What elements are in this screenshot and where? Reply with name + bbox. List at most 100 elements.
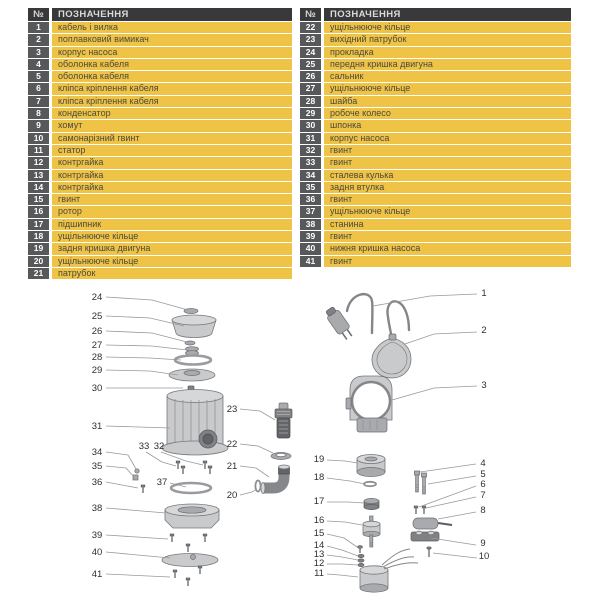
column-header-designation: ПОЗНАЧЕННЯ (324, 8, 571, 21)
table-row: 1 кабель і вилка (28, 22, 292, 34)
table-row: 24 прокладка (300, 46, 571, 58)
callout-4: 4 (419, 458, 486, 473)
o-ring-18 (363, 480, 377, 488)
part-name-cell: контргайка (52, 157, 292, 169)
part-number-cell: 13 (28, 169, 49, 181)
screw-36 (140, 484, 146, 494)
callout-leader-line (105, 481, 139, 489)
callout-17: 17 (314, 496, 365, 507)
part-number-cell: 34 (300, 169, 321, 181)
part-name-cell: станина (324, 218, 571, 231)
callout-leader-line (239, 488, 258, 496)
callout-leader-line (105, 451, 137, 470)
screws-39 (169, 533, 208, 553)
callout-leader-line (105, 425, 171, 429)
callout-number: 34 (92, 447, 103, 458)
impeller-29 (168, 368, 216, 382)
part-number-cell: 10 (28, 132, 49, 144)
screw-15 (357, 545, 363, 553)
callout-number: 19 (314, 454, 325, 465)
callout-number: 11 (314, 568, 324, 579)
callout-leader-line (326, 459, 359, 464)
callout-5: 5 (427, 469, 486, 485)
callout-leader-line (239, 465, 270, 478)
float-switch-2 (371, 333, 412, 379)
table-row: 5 оболонка кабеля (28, 71, 292, 83)
part-number-cell: 6 (28, 83, 49, 95)
part-number-cell: 5 (28, 71, 49, 83)
o-ring-20 (254, 479, 262, 493)
part-number-cell: 31 (300, 132, 321, 144)
table-row: 4 оболонка кабеля (28, 58, 292, 71)
bearing-17 (363, 498, 380, 510)
part-number-cell: 25 (300, 58, 321, 71)
callout-number: 25 (92, 311, 103, 322)
part-name-cell: ущільнююче кільце (324, 83, 571, 95)
callout-number: 23 (227, 404, 238, 415)
table-body-right: 22 ущільнююче кільце 23 вихідний патрубок 24… (300, 22, 571, 267)
callout-number: 14 (314, 540, 325, 551)
table-header: № ПОЗНАЧЕННЯ (28, 8, 292, 21)
part-number-cell: 35 (300, 181, 321, 194)
part-number-cell: 11 (28, 144, 49, 157)
callout-35: 35 (92, 461, 135, 478)
part-number-cell: 39 (300, 231, 321, 243)
part-name-cell: корпус насоса (324, 132, 571, 144)
callout-number: 13 (314, 549, 325, 560)
part-name-cell: ущільнююче кільце (52, 231, 292, 243)
callout-leader-line (427, 475, 477, 485)
callout-19: 19 (314, 454, 359, 465)
callout-leader-line (105, 507, 167, 514)
callout-number: 10 (479, 551, 490, 562)
callout-21: 21 (227, 461, 270, 478)
callout-leader-line (105, 344, 188, 351)
callout-13: 13 (314, 549, 359, 561)
pump-housing-31 (161, 389, 229, 456)
callout-6: 6 (418, 479, 486, 508)
callout-leader-line (432, 552, 478, 559)
part-number-cell: 40 (300, 243, 321, 255)
screw-10 (426, 546, 432, 557)
part-number-cell: 41 (300, 255, 321, 267)
callout-leader-line (105, 330, 188, 343)
table-header: № ПОЗНАЧЕННЯ (300, 8, 571, 21)
part-number-cell: 1 (28, 22, 49, 34)
table-row: 34 сталева кулька (300, 169, 571, 181)
callout-number: 40 (92, 547, 103, 558)
callout-number: 21 (227, 461, 238, 472)
part-number-cell: 24 (300, 46, 321, 58)
bolts-4-5 (414, 470, 427, 495)
callout-29: 29 (92, 365, 179, 376)
table-row: 35 задня втулка (300, 181, 571, 194)
table-row: 37 ущільнююче кільце (300, 206, 571, 218)
callout-number: 35 (92, 461, 103, 472)
table-row: 26 сальник (300, 71, 571, 83)
part-number-cell: 21 (28, 267, 49, 280)
part-name-cell: підшипник (52, 218, 292, 231)
callout-leader-line (105, 315, 185, 327)
clamp-9 (410, 530, 440, 542)
table-row: 31 корпус насоса (300, 132, 571, 144)
ring-nut-22 (270, 452, 292, 460)
callout-3: 3 (391, 380, 487, 401)
callout-leader-line (430, 537, 477, 546)
callout-7: 7 (425, 490, 486, 509)
upper-housing-3 (345, 375, 393, 433)
table-row: 36 гвинт (300, 194, 571, 206)
callout-leader-line (326, 573, 359, 578)
steel-ball-34 (134, 468, 140, 474)
motor-parts-view (356, 454, 453, 593)
callout-number: 29 (92, 365, 103, 376)
part-number-cell: 27 (300, 83, 321, 95)
elbow-21 (260, 464, 290, 494)
table-row: 12 контргайка (28, 157, 292, 169)
table-row: 20 ущільнююче кільце (28, 255, 292, 267)
part-name-cell: оболонка кабеля (52, 58, 292, 71)
callout-leader-line (327, 563, 359, 566)
callout-number: 16 (314, 515, 325, 526)
part-number-cell: 22 (300, 22, 321, 34)
motor-front-cover-25 (171, 314, 217, 338)
part-number-cell: 12 (28, 157, 49, 169)
callout-9: 9 (430, 537, 486, 549)
